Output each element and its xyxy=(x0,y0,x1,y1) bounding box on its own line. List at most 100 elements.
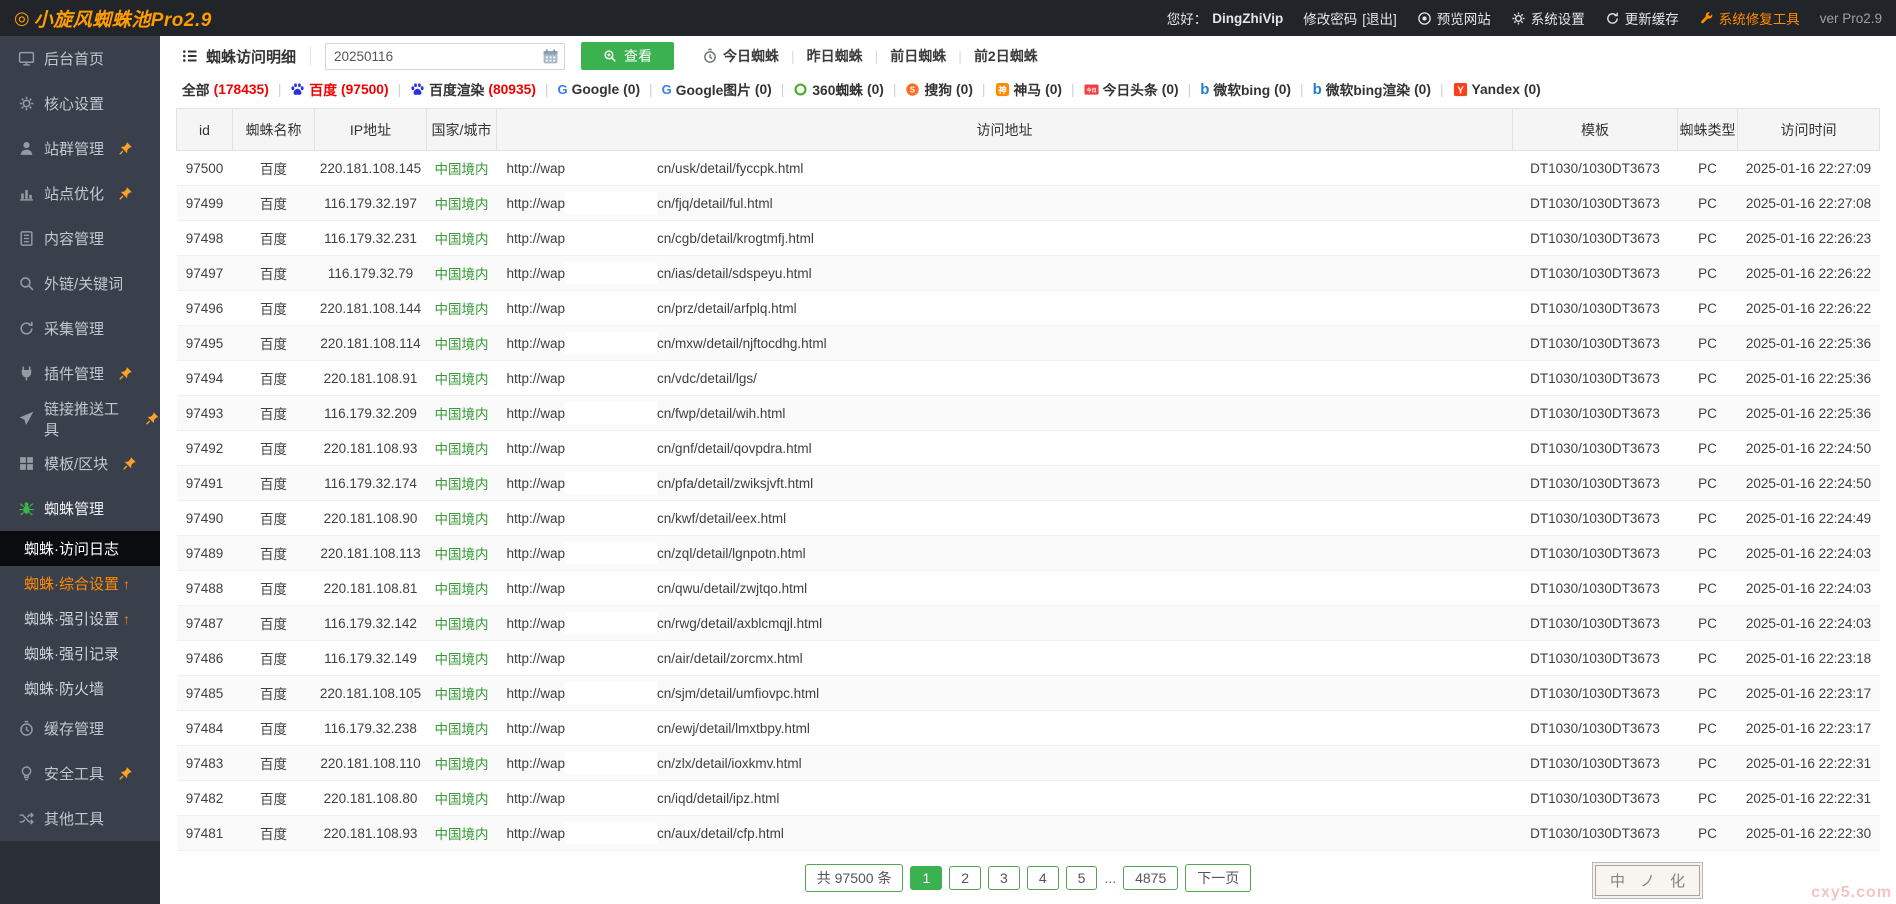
filter-bing-render[interactable]: b 微软bing渲染 (0) xyxy=(1313,79,1431,99)
row-template: DT1030/1030DT3673 xyxy=(1512,675,1678,711)
calendar-icon[interactable] xyxy=(542,48,559,65)
pin-icon xyxy=(118,366,133,381)
sidebar-subitem-spider-access-log[interactable]: 蜘蛛·访问日志 xyxy=(0,531,160,566)
ime-toolbar[interactable]: 中ノ化 xyxy=(1594,865,1700,896)
bulb-icon xyxy=(18,765,35,782)
row-visit-time: 2025-01-16 22:24:03 xyxy=(1737,570,1880,606)
region-label: 中国境内 xyxy=(434,827,489,842)
gear-icon xyxy=(1511,11,1526,26)
update-cache-link[interactable]: 更新缓存 xyxy=(1605,8,1679,28)
table-row: 97498 百度 116.179.32.231 中国境内 http://wap cn/cg… xyxy=(176,220,1880,256)
row-ip: 116.179.32.231 xyxy=(314,220,427,256)
page-button-1[interactable]: 1 xyxy=(910,866,943,890)
url-prefix: http://wap xyxy=(506,510,566,526)
repair-tool-link[interactable]: 系统修复工具 xyxy=(1699,8,1800,28)
filter-all[interactable]: 全部 (178435) xyxy=(182,79,269,99)
row-visit-time: 2025-01-16 22:26:23 xyxy=(1737,220,1880,256)
system-settings-link[interactable]: 系统设置 xyxy=(1511,8,1585,28)
page-button-3[interactable]: 3 xyxy=(988,866,1020,890)
row-spider-type: PC xyxy=(1677,290,1738,326)
page-button-4[interactable]: 4 xyxy=(1026,866,1059,890)
pin-icon xyxy=(145,411,160,426)
sidebar-item-links-keywords[interactable]: 外链/关键词 xyxy=(0,261,160,306)
preview-site-link[interactable]: 预览网站 xyxy=(1417,8,1491,28)
sidebar-item-content[interactable]: 内容管理 xyxy=(0,216,160,261)
filter-google-img[interactable]: G Google图片 (0) xyxy=(662,79,772,99)
url-prefix: http://wap xyxy=(506,370,566,386)
page-button-2[interactable]: 2 xyxy=(949,866,982,890)
row-spider-name: 百度 xyxy=(232,500,315,536)
sidebar-subitem-spider-force-records[interactable]: 蜘蛛·强引记录 xyxy=(0,636,160,671)
filter-sogou[interactable]: S 搜狗 (0) xyxy=(905,79,973,99)
date-input[interactable] xyxy=(325,42,566,70)
row-region: 中国境内 xyxy=(426,325,497,361)
main-content: 蜘蛛访问明细 查看 今日蜘蛛 | 昨日蜘蛛 | 前日蜘蛛 | 前2日蜘蛛 全部(178435… xyxy=(160,36,1896,904)
change-password-link[interactable]: 修改密码 xyxy=(1303,12,1358,27)
sidebar-item-core-settings[interactable]: 核心设置 xyxy=(0,81,160,126)
google-icon: G xyxy=(661,81,672,97)
region-label: 中国境内 xyxy=(434,547,489,562)
quick-links: 今日蜘蛛 | 昨日蜘蛛 | 前日蜘蛛 | 前2日蜘蛛 xyxy=(702,46,1038,66)
row-region: 中国境内 xyxy=(426,290,497,326)
url-censored-domain xyxy=(565,822,658,844)
sidebar-item-collect[interactable]: 采集管理 xyxy=(0,306,160,351)
ime-glyph[interactable]: 中 xyxy=(1609,873,1625,890)
row-template: DT1030/1030DT3673 xyxy=(1512,290,1678,326)
separator: | xyxy=(892,81,897,97)
row-ip: 220.181.108.145 xyxy=(314,150,427,186)
sidebar-item-security-tools[interactable]: 安全工具 xyxy=(0,751,160,796)
filter-shenma[interactable]: 神神马 (0) xyxy=(995,79,1062,99)
row-spider-type: PC xyxy=(1677,185,1738,221)
sidebar-item-other-tools[interactable]: 其他工具 xyxy=(0,796,160,841)
next-page-button[interactable]: 下一页 xyxy=(1185,864,1252,892)
quick-link-yesterday[interactable]: 昨日蜘蛛 xyxy=(807,46,863,66)
url-censored-domain xyxy=(565,507,658,529)
svg-text:神: 神 xyxy=(998,84,1006,94)
sidebar-item-home[interactable]: 后台首页 xyxy=(0,36,160,81)
sidebar-item-plugins[interactable]: 插件管理 xyxy=(0,351,160,396)
sidebar-subitem-spider-firewall[interactable]: 蜘蛛·防火墙 xyxy=(0,671,160,706)
row-spider-type: PC xyxy=(1677,360,1738,396)
filter-yandex[interactable]: Y Yandex (0) xyxy=(1453,82,1541,97)
url-prefix: http://wap xyxy=(506,580,566,596)
page-button-last[interactable]: 4875 xyxy=(1123,866,1179,890)
filter-baidu-render[interactable]: 百度渲染 (80935) xyxy=(410,79,536,99)
sidebar-item-push-tools[interactable]: 链接推送工具 xyxy=(0,396,160,441)
pagination-ellipsis: ... xyxy=(1104,870,1117,886)
table-row: 97481 百度 220.181.108.93 中国境内 http://wap cn/au… xyxy=(176,815,1880,851)
filter-baidu[interactable]: 百度 (97500) xyxy=(290,79,389,99)
url-path: cn/sjm/detail/umfiovpc.html xyxy=(657,685,820,701)
filter-360[interactable]: 360蜘蛛 (0) xyxy=(793,79,884,99)
row-id: 97487 xyxy=(176,605,233,641)
url-prefix: http://wap xyxy=(506,545,566,561)
sidebar-item-templates[interactable]: 模板/区块 xyxy=(0,441,160,486)
filter-google[interactable]: G Google (0) xyxy=(558,82,641,97)
view-button[interactable]: 查看 xyxy=(581,42,675,70)
row-spider-name: 百度 xyxy=(232,570,315,606)
filter-toutiao[interactable]: 今日 今日头条 (0) xyxy=(1084,79,1179,99)
ime-glyph[interactable]: ノ xyxy=(1639,873,1655,890)
sidebar-item-spider-manage[interactable]: 蜘蛛管理 xyxy=(0,486,160,531)
sidebar-item-site-optimize[interactable]: 站点优化 xyxy=(0,171,160,216)
row-id: 97496 xyxy=(176,290,233,326)
quick-link-today[interactable]: 今日蜘蛛 xyxy=(702,46,779,66)
quick-link-two-days[interactable]: 前2日蜘蛛 xyxy=(974,46,1038,66)
separator: | xyxy=(791,48,795,64)
row-spider-name: 百度 xyxy=(232,535,315,571)
url-path: cn/fwp/detail/wih.html xyxy=(657,405,786,421)
quick-link-day-before[interactable]: 前日蜘蛛 xyxy=(890,46,946,66)
sidebar-subitem-spider-force-settings[interactable]: 蜘蛛·强引设置 ↑ xyxy=(0,601,160,636)
sidebar-item-site-group[interactable]: 站群管理 xyxy=(0,126,160,171)
svg-text:Y: Y xyxy=(1457,85,1464,96)
filter-bing[interactable]: b 微软bing (0) xyxy=(1200,79,1291,99)
col-spider-name: 蜘蛛名称 xyxy=(232,108,315,151)
logout-link[interactable]: [退出] xyxy=(1362,12,1397,27)
url-path: cn/pfa/detail/zwiksjvft.html xyxy=(657,475,814,491)
ime-glyph[interactable]: 化 xyxy=(1669,873,1685,890)
table-row: 97495 百度 220.181.108.114 中国境内 http://wap cn/m… xyxy=(176,325,1880,361)
sidebar-subitem-spider-general-settings[interactable]: 蜘蛛·综合设置 ↑ xyxy=(0,566,160,601)
sidebar-item-cache-manage[interactable]: 缓存管理 xyxy=(0,706,160,751)
row-ip: 220.181.108.81 xyxy=(314,570,427,606)
bing-icon: b xyxy=(1312,80,1322,98)
page-button-5[interactable]: 5 xyxy=(1065,866,1098,890)
